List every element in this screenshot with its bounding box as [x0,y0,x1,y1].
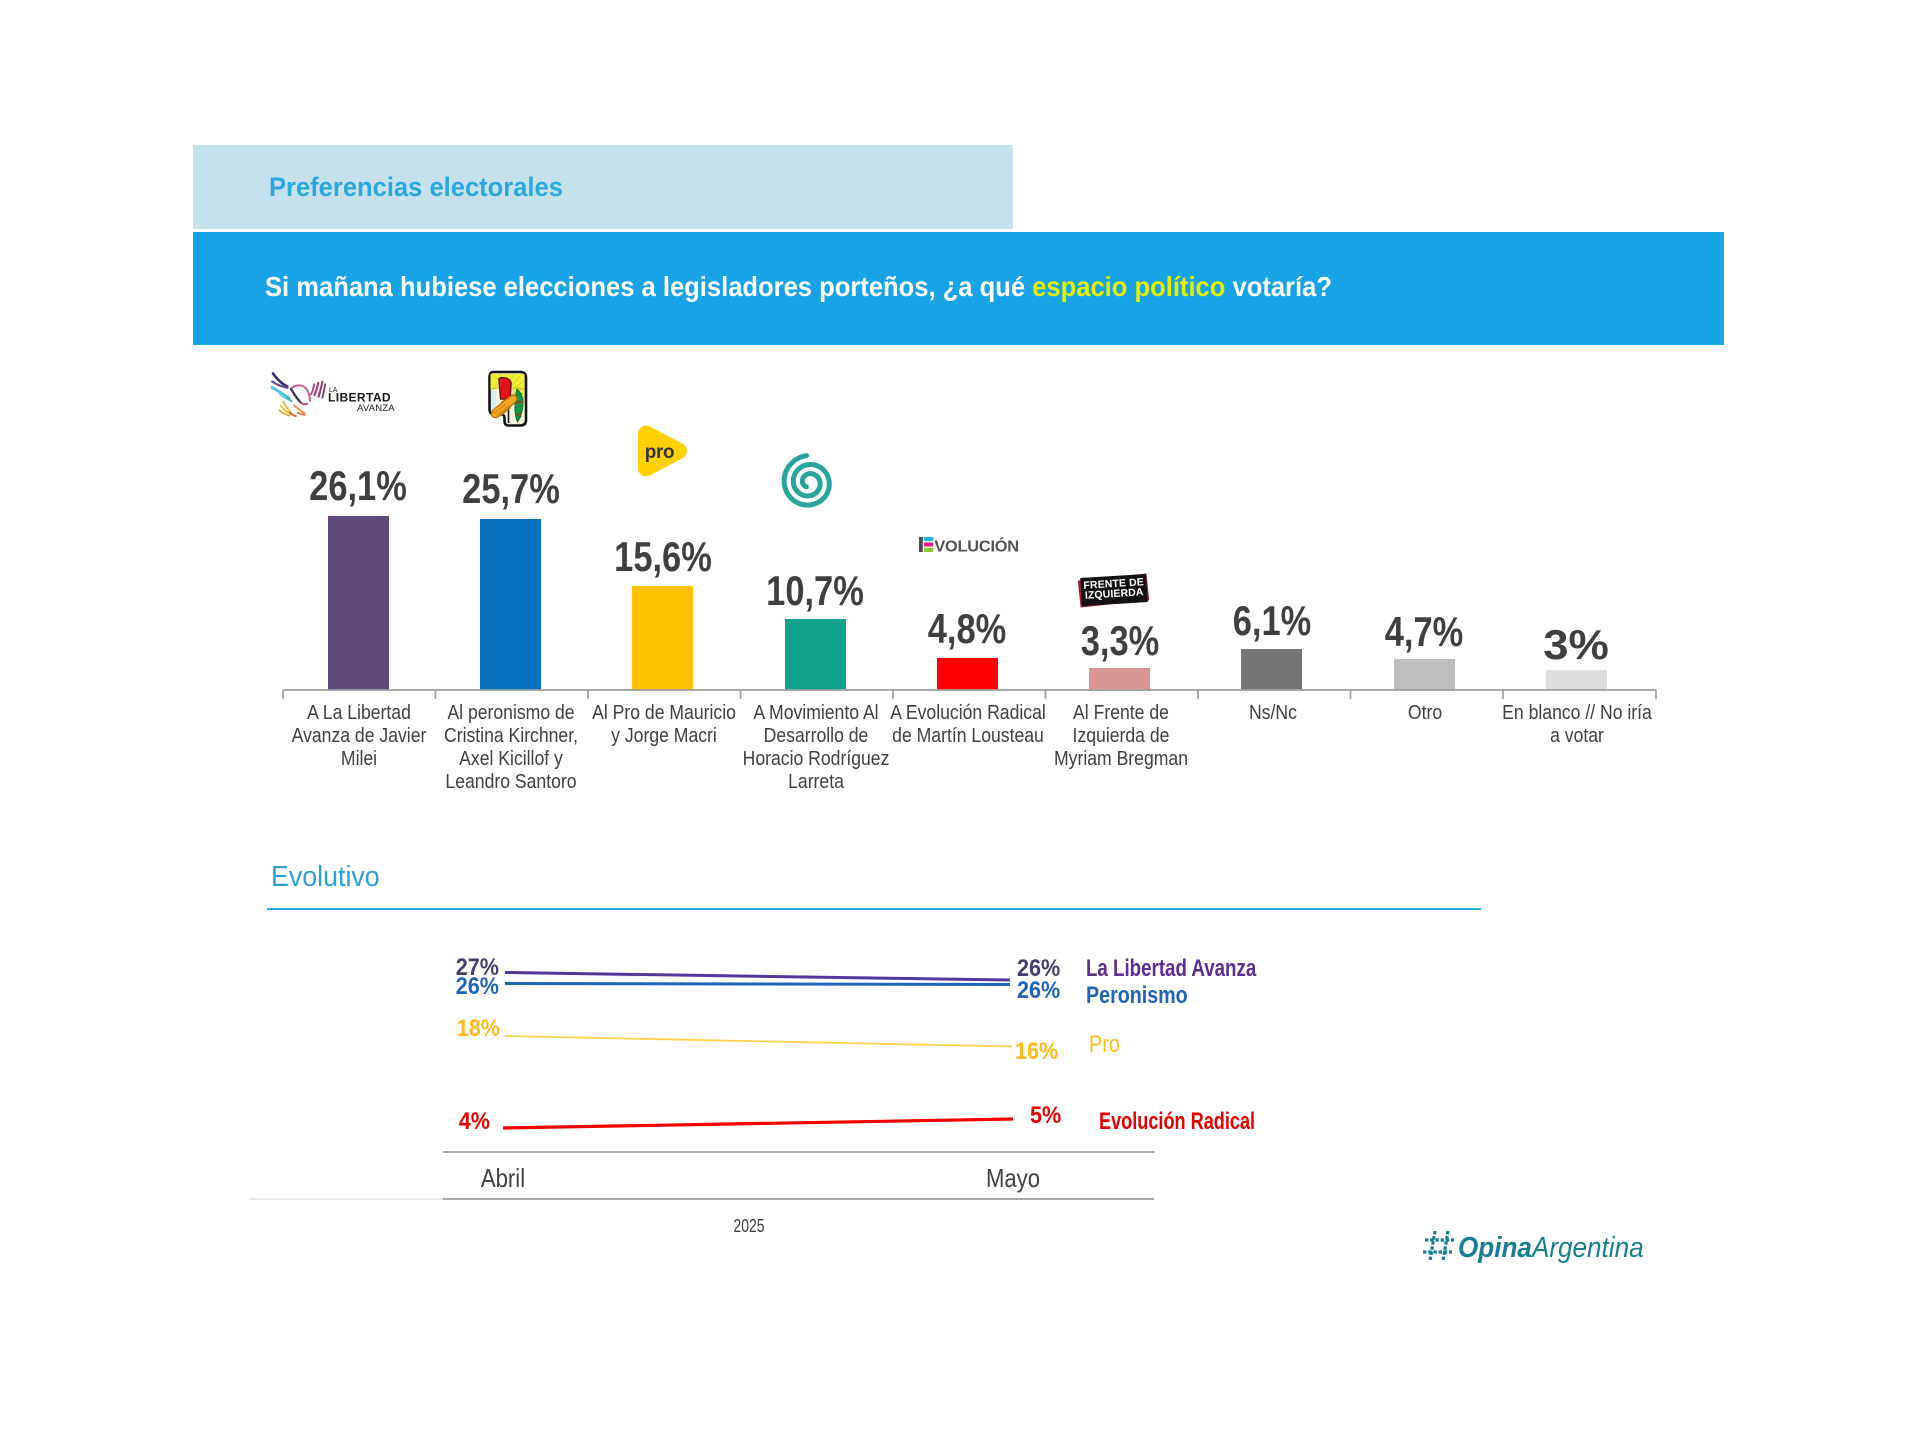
svg-text:LIBERTAD: LIBERTAD [328,391,391,405]
svg-text:AVANZA: AVANZA [357,403,395,414]
svg-text:pro: pro [645,442,675,463]
svg-text:LA: LA [329,387,338,394]
svg-text:OpinaArgentina: OpinaArgentina [1458,1231,1644,1264]
svg-text:VOLUCIÓN: VOLUCIÓN [934,537,1019,553]
